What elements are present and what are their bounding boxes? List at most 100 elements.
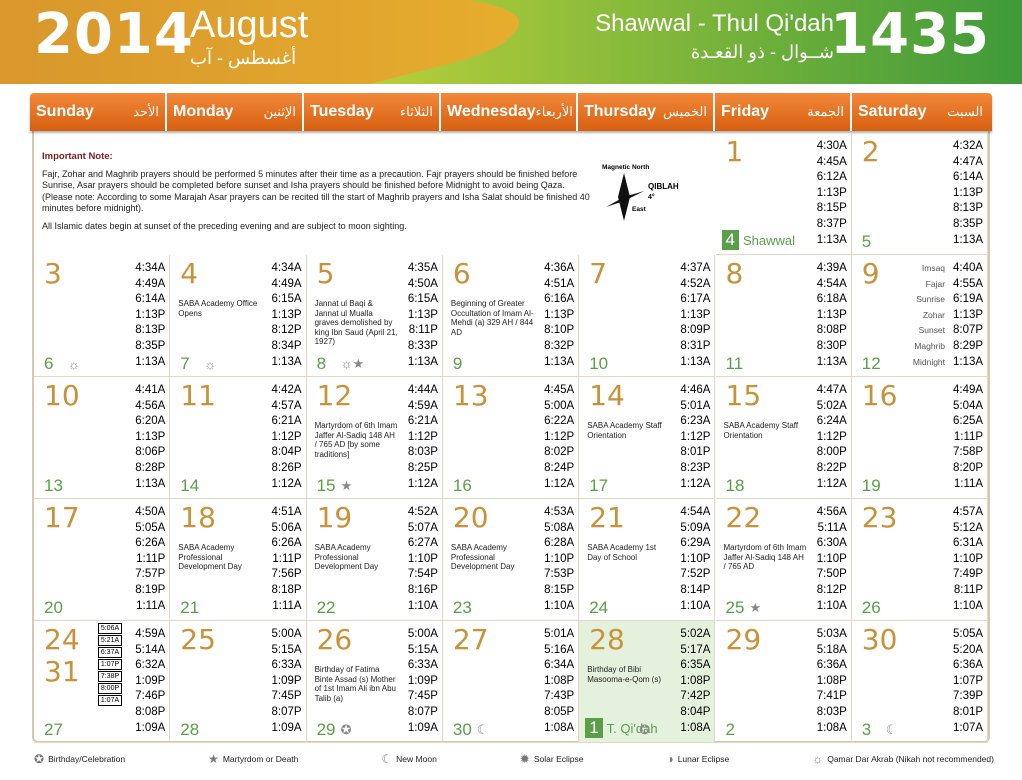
gregorian-date: 10 xyxy=(44,379,80,412)
legend-item: ◑ Lunar Eclipse xyxy=(666,752,729,766)
weekday-1: Monday الإثنين xyxy=(167,93,304,131)
weekday-name-arabic: الأحد xyxy=(133,104,159,119)
prayer-time: 1:09A xyxy=(135,721,166,734)
prayer-time: 8:03P xyxy=(816,705,847,718)
prayer-times: 4:59A 5:14A 6:32A 1:09P 7:46P 8:08P 1:09A xyxy=(135,627,165,736)
qamar-dar-akrab-icon: ☼ xyxy=(68,357,80,372)
star-icon: ★ xyxy=(208,752,219,766)
prayer-times: 4:32A 4:47A 6:14A 1:13P 8:13P 8:35P 1:13A xyxy=(953,139,983,248)
prayer-time-label: Sunrise xyxy=(916,294,946,305)
day-cell-13: 13 16 4:45A 5:00A 6:22A 1:12P 8:02P 8:24P 1:12A xyxy=(442,377,580,499)
prayer-time: 8:01P xyxy=(953,705,984,718)
gregorian-date: 2 xyxy=(861,135,880,168)
gregorian-date: 5 xyxy=(316,257,335,290)
prayer-times: 4:49A 5:04A 6:25A 1:11P 7:58P 8:20P 1:11A xyxy=(953,383,983,492)
prayer-times: 4:36A 4:51A 6:16A 1:13P 8:10P 8:32P 1:13A xyxy=(544,261,574,370)
prayer-time: 4:45A xyxy=(544,384,575,396)
legend-item: ★ Martyrdom or Death xyxy=(208,752,298,766)
prayer-time-label: Sunset xyxy=(918,325,946,336)
prayer-time: 6:22A xyxy=(544,415,575,428)
prayer-times: 4:50A 5:05A 6:26A 1:11P 7:57P 8:19P 1:11A xyxy=(135,505,165,614)
prayer-time: 1:12A xyxy=(816,477,847,490)
prayer-times: 4:44A 4:59A 6:21A 1:12P 8:03P 8:25P 1:12A xyxy=(408,383,438,492)
prayer-time: 7:45P xyxy=(271,690,302,703)
prayer-time: 4:49A xyxy=(271,277,302,290)
prayer-time: 4:51A xyxy=(544,277,575,290)
prayer-time: 6:21A xyxy=(271,415,302,428)
weekday-name-arabic: الأربعاء xyxy=(535,104,573,119)
prayer-time: 6:30A xyxy=(816,537,847,550)
prayer-times: Imsaq 4:40A Fajar 4:55A Sunrise 6:19A Zohar 1:1… xyxy=(913,261,983,370)
prayer-time: 1:10A xyxy=(680,599,711,612)
gregorian-date: 17 xyxy=(44,501,80,534)
hijri-date: 9 xyxy=(452,354,463,373)
prayer-time: 7:46P xyxy=(135,690,166,703)
gregorian-date: 6 xyxy=(452,257,471,290)
prayer-time: 8:22P xyxy=(816,461,847,474)
prayer-times: 5:05A 5:20A 6:36A 1:07P 7:39P 8:01P 1:07A xyxy=(953,627,983,736)
prayer-time: 4:50A xyxy=(407,277,438,290)
prayer-time: 6:33A xyxy=(271,659,302,672)
prayer-time: 5:11A xyxy=(817,521,847,534)
prayer-time: 6:16A xyxy=(544,293,575,306)
hijri-date: 7 xyxy=(180,354,190,373)
gregorian-date: 25 xyxy=(180,623,216,656)
prayer-time: 7:39P xyxy=(953,690,984,703)
day-cell-1: 1 4 Shawwal 4:30A 4:45A 6:12A 1:13P 8:15P 8:37P 1… xyxy=(715,133,852,255)
prayer-time: 8:02P xyxy=(544,446,575,459)
event-note: Birthday of Fatima Binte Assad (s) Mothe… xyxy=(314,665,396,703)
hijri-months: Shawwal - Thul Qi'dah xyxy=(595,10,834,37)
gregorian-date: 23 xyxy=(861,501,898,534)
prayer-times: 4:42A 4:57A 6:21A 1:12P 8:04P 8:26P 1:12A xyxy=(272,383,302,492)
weekday-name: Saturday xyxy=(858,103,927,120)
hijri-date: 16 xyxy=(452,476,472,495)
prayer-time: 8:32P xyxy=(544,339,575,352)
gregorian-date: 16 xyxy=(861,379,898,412)
prayer-time: 6:31A xyxy=(953,537,984,550)
prayer-time: 8:33P xyxy=(407,339,438,352)
aug-31-time: 5:21A xyxy=(98,635,122,646)
prayer-time: 4:51A xyxy=(271,506,302,518)
event-note: SABA Academy Professional Development Da… xyxy=(314,543,379,571)
solar-eclipse-icon: ✹ xyxy=(519,752,530,766)
prayer-time: 6:14A xyxy=(135,293,166,306)
prayer-time: 6:36A xyxy=(953,659,984,672)
prayer-time: 8:12P xyxy=(816,583,847,596)
note-title: Important Note: xyxy=(42,151,113,162)
legend-label: Qamar Dar Akrab (Nikah not recommended) xyxy=(827,754,994,764)
prayer-time: 8:05P xyxy=(544,705,575,718)
hijri-date: 20 xyxy=(44,598,63,617)
hijri-date: 25 xyxy=(725,598,745,617)
weekday-3: Wednesday الأربعاء xyxy=(441,93,578,131)
prayer-time: 1:08P xyxy=(544,674,575,687)
prayer-time: 1:13A xyxy=(135,477,166,490)
prayer-time: 5:18A xyxy=(816,643,847,656)
prayer-time: 5:00A xyxy=(271,628,302,640)
note-paragraph-1: Fajr, Zohar and Maghrib prayers should b… xyxy=(42,168,590,214)
prayer-time: 5:15A xyxy=(271,643,302,656)
new-moon-icon: ☾ xyxy=(885,722,898,737)
prayer-time: 4:59A xyxy=(135,628,166,640)
prayer-time: 6:26A xyxy=(271,537,302,550)
weekday-name-arabic: الإثنين xyxy=(263,104,296,119)
qamar-dar-akrab-icon: ☼ xyxy=(204,357,217,372)
gregorian-date: 7 xyxy=(589,257,608,290)
qiblah-compass-icon: Magnetic North QIBLAH 4° East xyxy=(602,164,679,221)
hijri-date: 11 xyxy=(725,354,744,373)
prayer-time: 5:17A xyxy=(680,643,711,656)
birthday-icon: ✪ xyxy=(340,722,352,737)
prayer-time: 4:37A xyxy=(680,262,711,274)
prayer-time: 4:40A xyxy=(953,262,984,274)
prayer-time: 1:13A xyxy=(407,355,438,368)
prayer-times: 4:37A 4:52A 6:17A 1:13P 8:09P 8:31P 1:13A xyxy=(680,261,710,370)
hijri-date: 23 xyxy=(452,598,472,617)
prayer-time: 8:12P xyxy=(271,324,302,337)
day-cell-2: 2 5 4:32A 4:47A 6:14A 1:13P 8:13P 8:35P 1:13A xyxy=(851,133,989,255)
prayer-time: 6:15A xyxy=(271,293,302,306)
new-moon-icon: ☾ xyxy=(381,752,393,766)
hijri-date: 12 xyxy=(861,354,881,373)
weekday-header: Sunday الأحد Monday الإثنين Tuesday الثلاثاء W… xyxy=(30,93,992,131)
prayer-time: 1:10A xyxy=(544,599,575,612)
prayer-time: 4:41A xyxy=(135,384,166,396)
prayer-time: 7:45P xyxy=(407,690,438,703)
